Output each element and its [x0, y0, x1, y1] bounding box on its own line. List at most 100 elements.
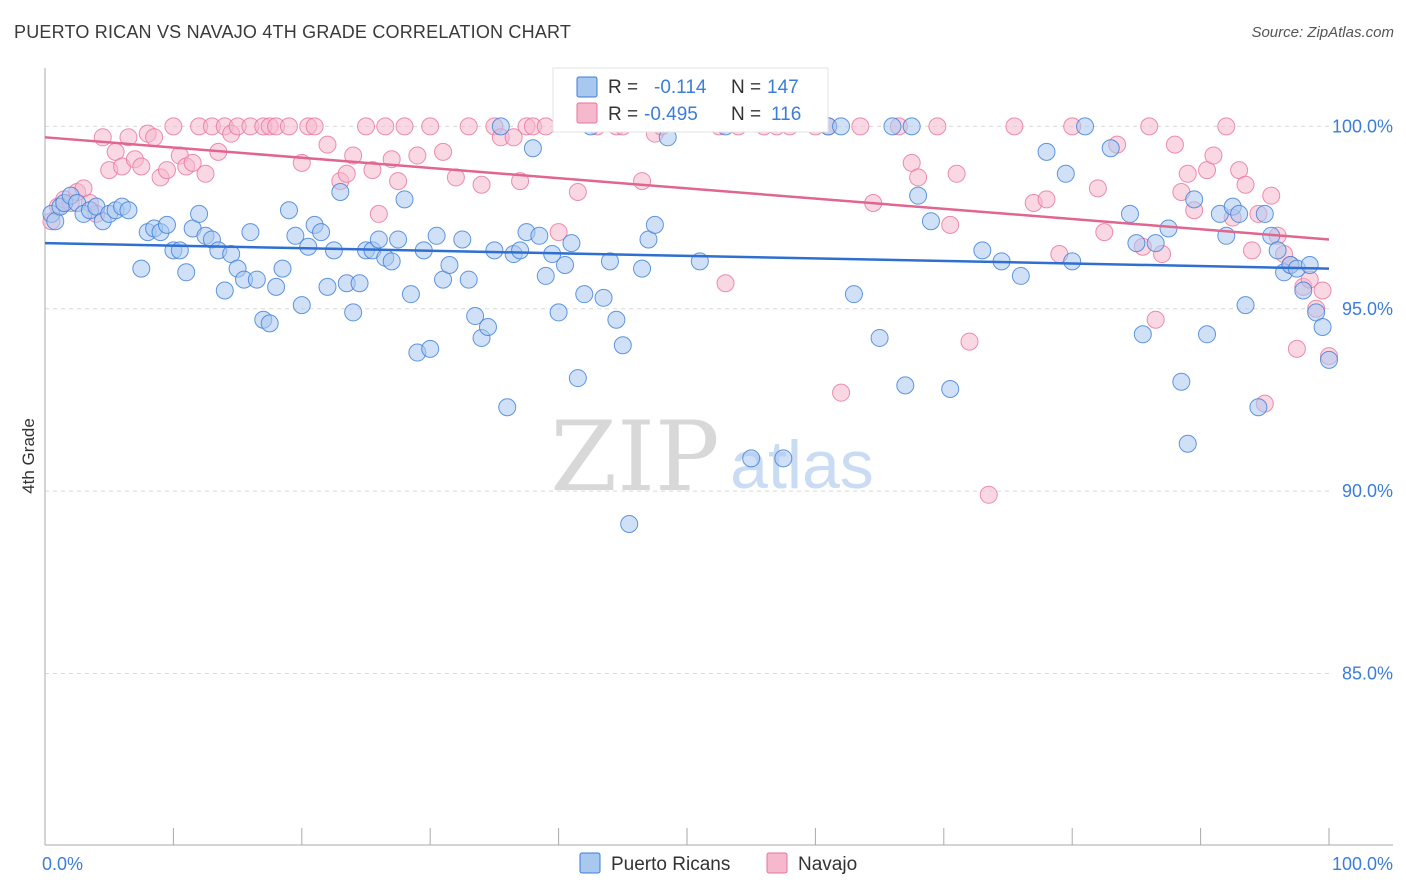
navajo-point	[1146, 310, 1165, 329]
puerto-rican-point	[883, 117, 902, 136]
x-tick-label: 0.0%	[42, 854, 83, 874]
stat-r-value-blue: -0.114	[654, 77, 707, 98]
puerto-rican-point	[1236, 296, 1255, 315]
stat-n-label-pink: N =	[731, 104, 761, 125]
puerto-rican-point	[1172, 372, 1191, 391]
puerto-rican-point	[279, 201, 298, 220]
puerto-rican-point	[267, 277, 286, 296]
navajo-point	[389, 172, 408, 191]
navajo-point	[1165, 135, 1184, 154]
y-tick-label: 95.0%	[1342, 299, 1393, 319]
puerto-rican-point	[119, 201, 138, 220]
trend-lines	[44, 136, 1330, 270]
puerto-rican-point	[498, 398, 517, 417]
navajo-point	[549, 223, 568, 242]
navajo-point	[1236, 175, 1255, 194]
puerto-rican-point	[1056, 164, 1075, 183]
navajo-point	[568, 183, 587, 202]
x-tick-label: 100.0%	[1332, 854, 1393, 874]
puerto-rican-point	[600, 252, 619, 271]
puerto-rican-point	[299, 237, 318, 256]
puerto-rican-point	[1037, 142, 1056, 161]
puerto-rican-point	[1146, 234, 1165, 253]
puerto-rican-point	[774, 449, 793, 468]
navajo-point	[504, 128, 523, 147]
puerto-rican-point	[478, 318, 497, 336]
legend-label-navajo: Navajo	[798, 854, 857, 875]
navajo-point	[434, 142, 453, 161]
navajo-point	[928, 117, 947, 136]
navajo-point	[408, 146, 427, 165]
navajo-point	[337, 164, 356, 183]
puerto-rican-point	[742, 449, 761, 468]
puerto-rican-point	[318, 277, 337, 296]
navajo-point	[363, 161, 382, 180]
puerto-rican-point	[389, 230, 408, 249]
puerto-rican-point	[844, 285, 863, 304]
puerto-rican-point	[1320, 350, 1338, 369]
puerto-rican-point	[421, 339, 440, 358]
navajo-point	[279, 117, 298, 136]
navajo-point	[1242, 241, 1261, 260]
series-legend: Puerto Ricans Navajo	[579, 852, 857, 875]
puerto-rican-point	[273, 259, 292, 278]
navajo-point	[832, 383, 851, 402]
navajo-point	[1287, 339, 1306, 358]
axes	[44, 68, 1393, 846]
puerto-rican-point	[1185, 190, 1204, 209]
puerto-rican-point	[491, 117, 510, 136]
chart-source: Source: ZipAtlas.com	[1251, 24, 1394, 41]
puerto-rican-point	[440, 255, 459, 274]
stat-n-value-blue: 147	[767, 77, 799, 98]
stat-n-value-pink: 116	[771, 104, 801, 125]
navajo-point	[511, 172, 530, 191]
puerto-rican-point	[459, 270, 478, 289]
navajo-point	[305, 117, 324, 136]
navajo-point	[119, 128, 138, 147]
puerto-rican-point	[177, 263, 196, 282]
legend-label-puerto-ricans: Puerto Ricans	[611, 854, 730, 875]
stat-r-label-pink: R =	[608, 104, 638, 125]
puerto-rican-point	[1011, 266, 1030, 285]
navajo-point	[357, 117, 375, 136]
navajo-point	[851, 117, 870, 136]
puerto-rican-point	[1120, 204, 1139, 223]
navajo-point	[1178, 164, 1197, 183]
puerto-rican-point	[1076, 117, 1095, 136]
puerto-rican-point	[331, 183, 350, 202]
puerto-rican-point	[832, 117, 851, 136]
navajo-point	[459, 117, 478, 136]
puerto-rican-point	[190, 204, 209, 223]
navajo-point	[344, 146, 363, 165]
puerto-rican-point	[350, 274, 369, 293]
legend-swatch-puerto-ricans	[579, 852, 601, 874]
puerto-rican-point	[536, 266, 555, 285]
puerto-rican-point	[896, 376, 915, 395]
puerto-rican-point	[157, 215, 176, 234]
puerto-rican-point	[485, 241, 504, 260]
navajo-point	[132, 157, 151, 176]
puerto-rican-point	[260, 314, 279, 333]
puerto-rican-point	[973, 241, 992, 260]
navajo-point	[1095, 223, 1114, 242]
puerto-rican-point	[575, 285, 594, 304]
puerto-rican-point	[344, 303, 363, 322]
puerto-rican-point	[453, 230, 472, 249]
navajo-point	[536, 117, 555, 136]
navajo-point	[909, 168, 928, 187]
puerto-rican-point	[427, 226, 446, 245]
puerto-rican-point	[562, 234, 581, 253]
puerto-rican-point	[870, 328, 889, 347]
puerto-rican-point	[1133, 325, 1152, 344]
watermark: ZIP atlas	[550, 401, 873, 513]
navajo-point	[633, 172, 652, 191]
stat-r-value-pink: -0.495	[644, 104, 698, 125]
puerto-rican-point	[1230, 204, 1249, 223]
puerto-rican-point	[530, 226, 549, 245]
navajo-point	[1262, 186, 1281, 205]
puerto-rican-point	[607, 310, 626, 329]
puerto-rican-point	[594, 288, 613, 307]
navajo-point	[941, 215, 960, 234]
navajo-point	[369, 204, 388, 223]
